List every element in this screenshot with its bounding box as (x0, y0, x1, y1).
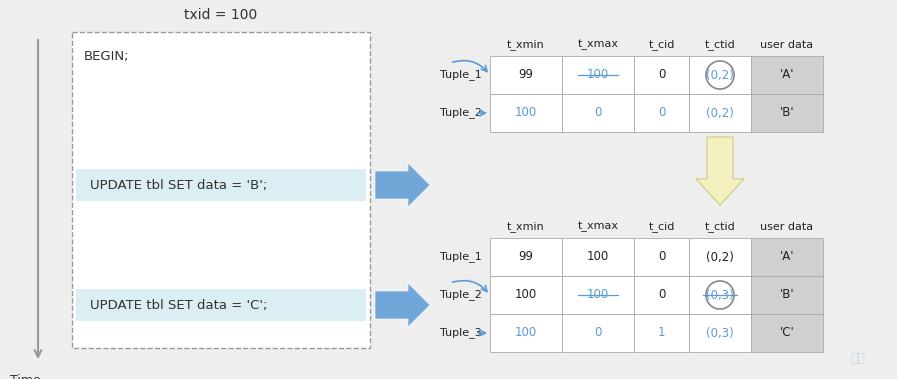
Text: t_xmax: t_xmax (578, 39, 619, 50)
Text: (0,2): (0,2) (706, 251, 734, 263)
Text: 'A': 'A' (779, 251, 794, 263)
Bar (490, 94, 562, 132)
Polygon shape (696, 137, 744, 205)
Text: (0,2): (0,2) (706, 69, 734, 81)
Text: 'C': 'C' (779, 326, 795, 340)
Bar (562, 56, 634, 94)
Bar (562, 314, 634, 352)
Text: t_ctid: t_ctid (705, 39, 736, 50)
Text: t_cid: t_cid (649, 39, 675, 50)
Text: 'A': 'A' (779, 69, 794, 81)
Bar (751, 314, 823, 352)
Text: 100: 100 (515, 326, 537, 340)
Text: Tuple_2: Tuple_2 (440, 290, 482, 301)
Bar (634, 56, 689, 94)
Text: 100: 100 (515, 288, 537, 302)
Bar (751, 276, 823, 314)
Bar (751, 238, 823, 276)
Text: UPDATE tbl SET data = 'B';: UPDATE tbl SET data = 'B'; (90, 179, 267, 191)
Text: 100: 100 (587, 251, 609, 263)
Text: UPDATE tbl SET data = 'C';: UPDATE tbl SET data = 'C'; (90, 299, 267, 312)
Text: 0: 0 (658, 251, 666, 263)
Bar (689, 94, 751, 132)
Text: 'B': 'B' (779, 288, 795, 302)
Text: 0: 0 (595, 106, 602, 119)
Bar (689, 238, 751, 276)
Text: Tuple_2: Tuple_2 (440, 108, 482, 119)
Bar (751, 94, 823, 132)
Bar (76, 169, 366, 201)
Text: 100: 100 (515, 106, 537, 119)
Text: 0: 0 (658, 106, 666, 119)
Text: Tuple_3: Tuple_3 (440, 327, 482, 338)
Bar (634, 276, 689, 314)
Text: 'B': 'B' (779, 106, 795, 119)
Bar (562, 94, 634, 132)
Text: 100: 100 (587, 288, 609, 302)
Bar (689, 276, 751, 314)
Text: t_cid: t_cid (649, 221, 675, 232)
Bar (689, 314, 751, 352)
Text: t_ctid: t_ctid (705, 221, 736, 232)
Text: t_xmin: t_xmin (507, 221, 544, 232)
Text: (0,2): (0,2) (706, 106, 734, 119)
Bar (751, 56, 823, 94)
Polygon shape (375, 283, 430, 327)
Text: 99: 99 (518, 69, 534, 81)
Text: Time: Time (10, 374, 40, 379)
Bar (562, 238, 634, 276)
Bar (634, 314, 689, 352)
Text: BEGIN;: BEGIN; (84, 50, 129, 63)
Text: t_xmax: t_xmax (578, 222, 619, 232)
Bar (490, 56, 562, 94)
Text: user data: user data (761, 40, 814, 50)
Text: 0: 0 (595, 326, 602, 340)
Text: txid = 100: txid = 100 (185, 8, 257, 22)
Bar (562, 276, 634, 314)
Text: (0,3): (0,3) (706, 326, 734, 340)
Text: Tuple_1: Tuple_1 (440, 252, 482, 262)
FancyBboxPatch shape (72, 32, 370, 348)
Bar (490, 276, 562, 314)
Text: user data: user data (761, 222, 814, 232)
Text: (0,3): (0,3) (706, 288, 734, 302)
Bar (490, 314, 562, 352)
Text: 100: 100 (587, 69, 609, 81)
Bar (634, 94, 689, 132)
Bar (634, 238, 689, 276)
Text: Tuple_1: Tuple_1 (440, 70, 482, 80)
Text: 0: 0 (658, 288, 666, 302)
Bar (490, 238, 562, 276)
Bar (689, 56, 751, 94)
Text: 1: 1 (658, 326, 666, 340)
Text: 99: 99 (518, 251, 534, 263)
Text: t_xmin: t_xmin (507, 39, 544, 50)
Polygon shape (375, 163, 430, 207)
Bar (76, 289, 366, 321)
Text: 匠果: 匠果 (850, 352, 865, 365)
Text: 0: 0 (658, 69, 666, 81)
